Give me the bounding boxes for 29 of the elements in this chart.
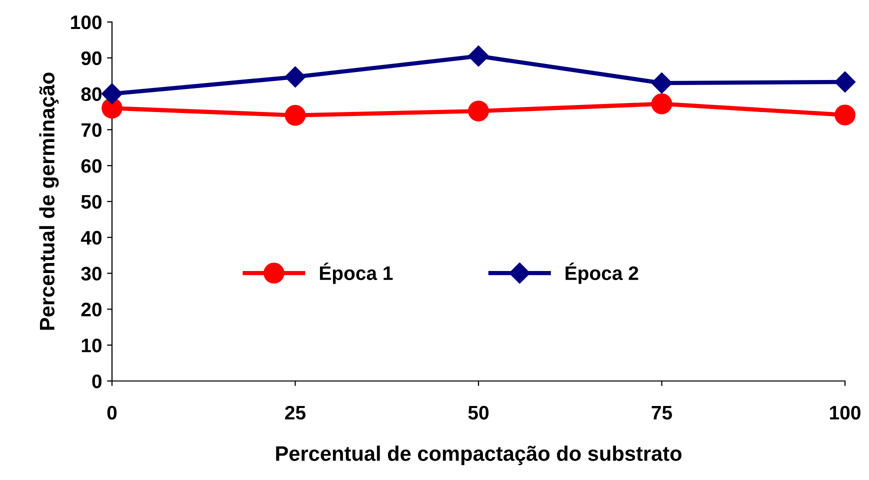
point	[834, 104, 856, 126]
legend-label: Época 1	[320, 262, 393, 284]
x-axis-title: Percentual de compactação do substrato	[276, 446, 682, 466]
point	[101, 83, 123, 104]
y-tick-label: 50	[81, 194, 102, 209]
x-tick-label: 75	[652, 406, 672, 420]
point	[651, 72, 672, 94]
y-tick-label: 90	[81, 51, 102, 66]
point	[284, 104, 306, 126]
x-tick-label: 0	[107, 406, 117, 420]
y-tick-label: 10	[82, 338, 102, 352]
x-tick-label: 100	[830, 406, 860, 420]
y-tick-label: 30	[81, 266, 102, 281]
y-tick-label: 80	[81, 87, 102, 102]
point	[834, 71, 856, 92]
legend-label: Época 2	[566, 262, 638, 284]
x-tick-label: 25	[285, 406, 306, 420]
point	[468, 46, 490, 67]
y-tick-label: 60	[81, 159, 102, 173]
y-tick-label: 70	[81, 123, 102, 137]
y-axis-title: Percentual de germinação	[39, 72, 59, 330]
y-tick-label: 20	[81, 302, 102, 316]
x-tick-label: 50	[468, 406, 489, 420]
point	[468, 100, 489, 122]
y-tick-label: 0	[92, 374, 102, 388]
y-tick-label: 100	[71, 15, 102, 30]
point	[284, 66, 306, 88]
y-tick-label: 40	[80, 230, 102, 245]
point	[651, 93, 672, 114]
